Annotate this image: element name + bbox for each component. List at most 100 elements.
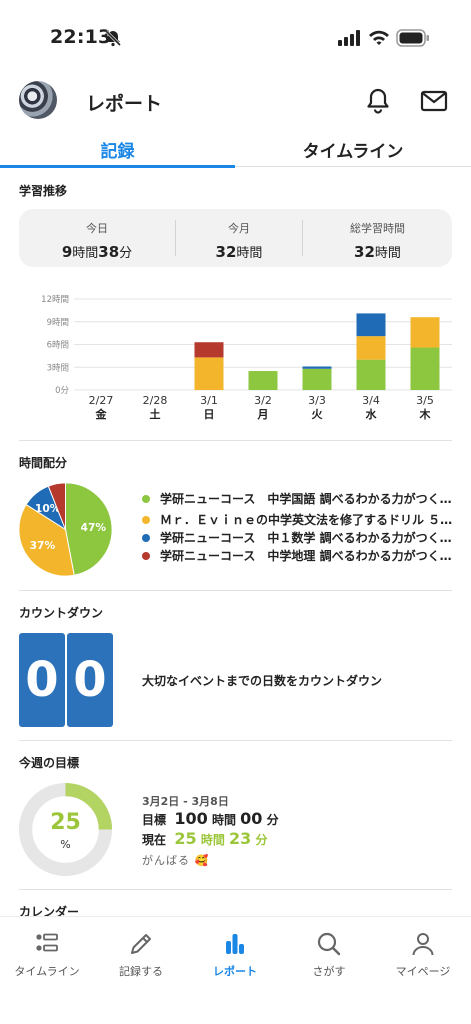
- chart-bar-segment: [356, 359, 386, 390]
- summary-separator: [175, 220, 176, 256]
- chart-bar-segment: [356, 313, 386, 337]
- pencil-icon: [131, 934, 151, 954]
- summary-month: 今月 32時間: [176, 209, 302, 267]
- goal-progress-ring: [18, 782, 113, 877]
- summary-today: 今日 9時間38分: [19, 209, 175, 267]
- chart-bar-segment: [302, 366, 332, 369]
- legend-color-dot: [142, 515, 150, 524]
- search-icon: [317, 932, 341, 956]
- study-bar-chart: 12時間 9時間 6時間 3時間 0分 2/27金 2/28土 3/1日 3/2月 3/3火 3/4…: [41, 295, 452, 421]
- legend-color-dot: [142, 533, 150, 542]
- x-tick-weekday: 水: [366, 407, 378, 421]
- study-summary-card: 今日 9時間38分 今月 32時間 総学習時間 32時間: [19, 209, 452, 267]
- wifi-icon: [369, 30, 389, 45]
- x-tick-weekday: 月: [257, 408, 269, 421]
- mail-icon[interactable]: [419, 86, 449, 116]
- x-tick-weekday: 金: [95, 407, 108, 421]
- nav-timeline[interactable]: タイムライン: [0, 931, 94, 979]
- section-divider: [19, 590, 452, 591]
- nav-label: タイムライン: [14, 965, 80, 978]
- summary-month-value: 32時間: [215, 243, 263, 261]
- tab-bar-border: [235, 166, 471, 167]
- x-tick-date: 3/4: [362, 394, 380, 407]
- summary-today-label: 今日: [86, 222, 108, 235]
- legend-color-dot: [142, 551, 150, 560]
- y-tick-label: 3時間: [47, 363, 69, 373]
- nav-label: レポート: [213, 965, 257, 978]
- y-tick-label: 9時間: [47, 318, 69, 328]
- goal-current-line: 現在 25 時間 23 分: [142, 829, 268, 848]
- x-tick-date: 3/3: [308, 394, 326, 407]
- chart-bar-segment: [410, 347, 440, 390]
- nav-mypage[interactable]: マイページ: [376, 931, 470, 979]
- tab-record[interactable]: 記録: [100, 142, 135, 162]
- pie-slice: [47, 482, 66, 530]
- study-trend-title: 学習推移: [19, 184, 68, 198]
- nav-report[interactable]: レポート: [188, 931, 282, 979]
- calendar-title: カレンダー: [19, 905, 80, 919]
- chart-bar-segment: [194, 357, 224, 390]
- x-tick-date: 3/2: [254, 394, 272, 407]
- x-tick-weekday: 日: [204, 408, 215, 421]
- section-divider: [19, 440, 452, 441]
- tab-timeline[interactable]: タイムライン: [302, 142, 404, 162]
- active-tab-indicator: [0, 165, 235, 168]
- nav-search[interactable]: さがす: [282, 931, 376, 979]
- y-tick-label: 0分: [55, 386, 69, 396]
- nav-label: マイページ: [395, 965, 451, 978]
- nav-label: 記録する: [119, 965, 163, 978]
- goal-cheer-text: がんばる 🥰: [142, 854, 210, 867]
- status-bar: 22:13: [0, 0, 471, 70]
- countdown-message[interactable]: 大切なイベントまでの日数をカウントダウン: [142, 674, 383, 688]
- x-tick-weekday: 火: [312, 408, 324, 421]
- summary-total-value: 32時間: [354, 243, 401, 261]
- x-tick-weekday: 土: [150, 407, 161, 421]
- legend-item: 学研ニューコース 中１数学 調べるわかる力がつく…: [142, 529, 452, 547]
- x-tick-date: 2/27: [89, 394, 114, 407]
- x-tick-date: 2/28: [143, 394, 168, 407]
- chart-bar-segment: [302, 368, 332, 390]
- countdown-title: カウントダウン: [19, 606, 104, 620]
- x-tick-date: 3/5: [416, 394, 434, 407]
- x-tick-weekday: 木: [419, 407, 432, 421]
- summary-today-value: 9時間38分: [61, 243, 133, 261]
- legend-label: 学研ニューコース 中学国語 調べるわかる力がつく…: [160, 492, 452, 506]
- nav-label: さがす: [312, 965, 346, 978]
- avatar[interactable]: [19, 81, 57, 119]
- bar-chart-icon: [226, 934, 244, 954]
- time-distribution-pie: 47% 37% 10%: [18, 482, 113, 577]
- x-tick-date: 3/1: [200, 394, 218, 407]
- cellular-signal-icon: [338, 30, 360, 46]
- pie-slice-label: 47%: [81, 521, 107, 534]
- list-icon: [36, 933, 58, 952]
- chart-bar-segment: [410, 317, 440, 348]
- countdown-digit: 0: [19, 633, 65, 727]
- y-tick-label: 6時間: [47, 341, 69, 351]
- nav-record[interactable]: 記録する: [94, 931, 188, 979]
- summary-total-label: 総学習時間: [350, 222, 405, 235]
- pie-slice-label: 10%: [35, 502, 61, 515]
- legend-label: 学研ニューコース 中学地理 調べるわかる力がつく…: [160, 549, 452, 563]
- section-divider: [19, 889, 452, 890]
- summary-separator: [302, 220, 303, 256]
- weekly-goal-title: 今週の目標: [19, 756, 80, 770]
- chart-bar-segment: [194, 342, 224, 358]
- y-tick-label: 12時間: [41, 295, 69, 305]
- section-divider: [19, 740, 452, 741]
- bell-icon[interactable]: [363, 86, 393, 116]
- bottom-nav: タイムライン 記録する レポート さがす マイページ: [0, 916, 471, 1024]
- battery-icon: [396, 29, 429, 47]
- pie-slice-label: 37%: [30, 539, 56, 552]
- bell-muted-icon: [104, 29, 122, 47]
- summary-month-label: 今月: [228, 222, 250, 235]
- page-title: レポート: [86, 93, 163, 115]
- pie-slice: [18, 503, 75, 577]
- pie-slice: [65, 482, 113, 576]
- status-time: 22:13: [50, 26, 112, 48]
- summary-total: 総学習時間 32時間: [303, 209, 452, 267]
- goal-progress-value: 25: [50, 810, 81, 835]
- legend-label: Ｍｒ．Ｅｖｉｎｅの中学英文法を修了するドリル ５…: [160, 513, 452, 527]
- goal-date-range: 3月2日 - 3月8日: [142, 795, 229, 808]
- time-distribution-title: 時間配分: [19, 456, 68, 470]
- countdown-digit: 0: [67, 633, 113, 727]
